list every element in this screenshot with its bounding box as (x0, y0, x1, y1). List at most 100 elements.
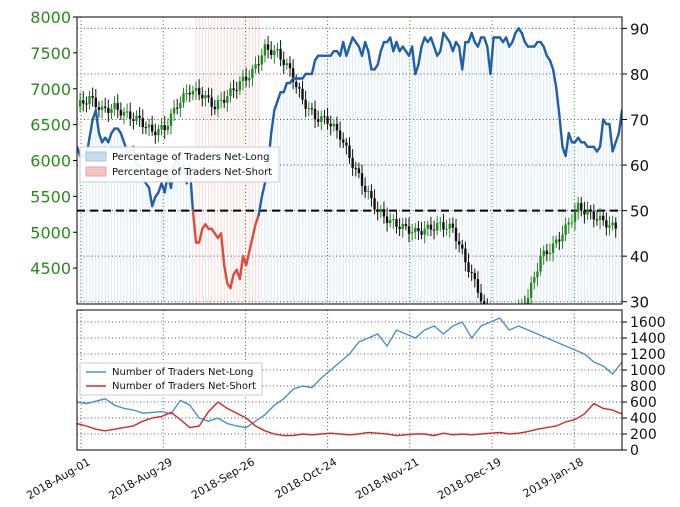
candle-body (417, 228, 420, 232)
sentiment-line-segment (219, 232, 226, 267)
count-tick-label: 400 (630, 411, 657, 427)
candle-body (207, 95, 210, 98)
candle-body (342, 139, 345, 143)
candle-body (555, 239, 558, 244)
candle-body (573, 211, 577, 223)
candle-body (608, 225, 611, 228)
candle-body (210, 97, 213, 107)
candle-body (238, 81, 242, 91)
count-tick-label: 1400 (630, 331, 666, 347)
candle-body (576, 202, 580, 212)
sentiment-line-segment (410, 45, 417, 76)
candle-body (407, 226, 411, 234)
candle-body (232, 88, 235, 91)
candle-body (179, 102, 182, 109)
sentiment-line-segment (558, 113, 564, 149)
candle-body (241, 76, 245, 82)
candle-body (445, 228, 448, 230)
date-tick-label: 2018-Sep-26 (189, 455, 257, 502)
candle-body (78, 100, 82, 107)
sentiment-line-segment (367, 49, 373, 71)
candle-body (586, 209, 589, 215)
sentiment-line-segment (147, 186, 154, 208)
candle-body (213, 106, 217, 110)
candle-body (88, 95, 91, 105)
legend-swatch-net-long (85, 151, 107, 162)
candle-body (266, 44, 270, 50)
sentiment-line-segment (254, 213, 260, 226)
candle-body (379, 209, 383, 212)
candle-body (357, 168, 361, 174)
price-axis-ticks: 4500 5000 5500 6000 6500 7000 7500 8000 (30, 8, 77, 278)
candle-body (119, 109, 123, 116)
sentiment-line-segment (482, 36, 489, 48)
candle-body (191, 90, 195, 95)
candle-body (410, 232, 414, 234)
price-tick-label: 8000 (30, 8, 71, 27)
count-tick-label: 0 (630, 443, 639, 459)
candle-body (360, 173, 364, 186)
candle-body (611, 222, 614, 226)
candle-body (154, 131, 157, 136)
candle-body (533, 277, 536, 283)
candle-body (457, 241, 461, 245)
candle-body (605, 220, 608, 228)
count-tick-label: 600 (630, 395, 657, 411)
price-tick-label: 7000 (30, 80, 71, 99)
sentiment-line-segment (348, 36, 354, 48)
sentiment-line-segment (260, 182, 267, 199)
percent-tick-label: 70 (630, 112, 649, 130)
candle-body (392, 219, 395, 221)
candle-body (122, 111, 126, 116)
candle-body (125, 111, 129, 113)
candle-body (254, 64, 257, 69)
candle-body (166, 125, 170, 131)
candle-body (589, 209, 592, 212)
candle-body (100, 106, 104, 110)
sentiment-line-segment (542, 45, 549, 57)
candle-body (467, 262, 470, 273)
candle-body (288, 63, 292, 69)
sentiment-line-segment (150, 195, 157, 208)
candle-body (307, 108, 310, 110)
candle-body (110, 108, 113, 113)
candle-body (432, 229, 436, 231)
sentiment-line-segment (269, 109, 276, 135)
candle-body (345, 142, 348, 146)
candle-body (404, 223, 408, 227)
candle-body (476, 279, 480, 293)
candle-body (464, 248, 467, 263)
sentiment-line-segment (504, 36, 511, 48)
candle-body (263, 44, 267, 56)
sentiment-line-segment (244, 250, 251, 267)
sentiment-line-segment (614, 131, 621, 144)
sentiment-line-segment (107, 131, 113, 144)
candle-body (103, 106, 107, 108)
sentiment-line-segment (608, 122, 614, 153)
candle-body (176, 107, 179, 109)
date-tick-label: 2018-Dec-19 (435, 455, 503, 502)
candle-body (367, 190, 370, 192)
candle-body (226, 96, 229, 103)
price-tick-label: 5500 (30, 187, 71, 206)
sentiment-line-segment (489, 36, 495, 76)
candle-body (201, 94, 204, 99)
candle-body (276, 48, 279, 51)
percent-tick-label: 40 (630, 248, 649, 266)
candle-body (436, 223, 439, 231)
candle-body (160, 125, 163, 130)
candle-body (542, 250, 545, 257)
candle-body (398, 226, 401, 229)
candle-body (551, 243, 555, 253)
sentiment-line-segment (97, 131, 104, 144)
series-line-number-of-traders-net-short (77, 401, 622, 437)
top-legend: Percentage of Traders Net-Long Percentag… (79, 146, 280, 183)
candle-body (395, 219, 398, 227)
candle-body (382, 209, 386, 217)
candle-body (348, 145, 351, 158)
candle-body (304, 99, 307, 109)
candle-body (373, 198, 376, 210)
sentiment-line-segment (273, 100, 279, 112)
candle-body (129, 111, 132, 120)
